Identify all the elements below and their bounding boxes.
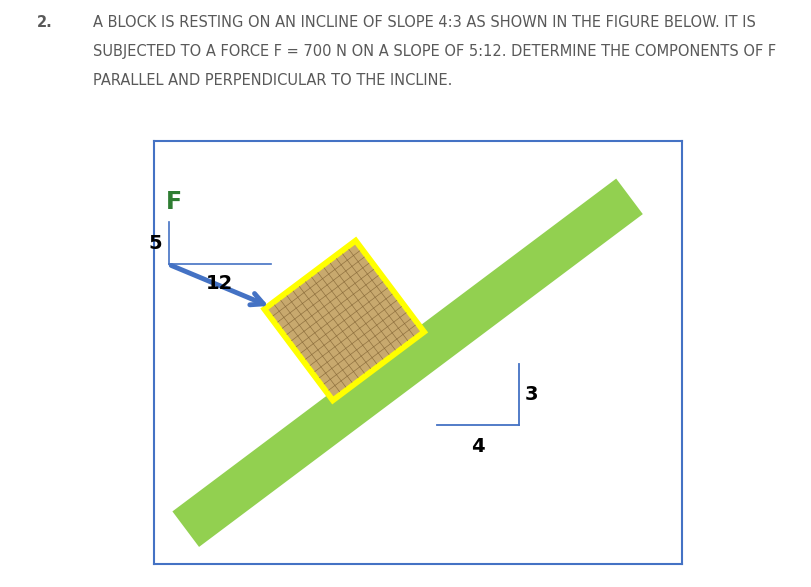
- Polygon shape: [268, 245, 419, 396]
- Text: SUBJECTED TO A FORCE F = 700 N ON A SLOPE OF 5:12. DETERMINE THE COMPONENTS OF F: SUBJECTED TO A FORCE F = 700 N ON A SLOP…: [93, 44, 775, 59]
- Polygon shape: [260, 237, 427, 404]
- Text: 3: 3: [524, 385, 538, 404]
- Text: 2.: 2.: [36, 15, 52, 30]
- Text: 12: 12: [206, 274, 234, 293]
- Text: A BLOCK IS RESTING ON AN INCLINE OF SLOPE 4:3 AS SHOWN IN THE FIGURE BELOW. IT I: A BLOCK IS RESTING ON AN INCLINE OF SLOP…: [93, 15, 755, 30]
- Text: PARALLEL AND PERPENDICULAR TO THE INCLINE.: PARALLEL AND PERPENDICULAR TO THE INCLIN…: [93, 73, 453, 89]
- Polygon shape: [172, 178, 642, 547]
- Text: 5: 5: [148, 234, 162, 252]
- Text: 4: 4: [470, 437, 484, 456]
- Text: F: F: [165, 190, 182, 214]
